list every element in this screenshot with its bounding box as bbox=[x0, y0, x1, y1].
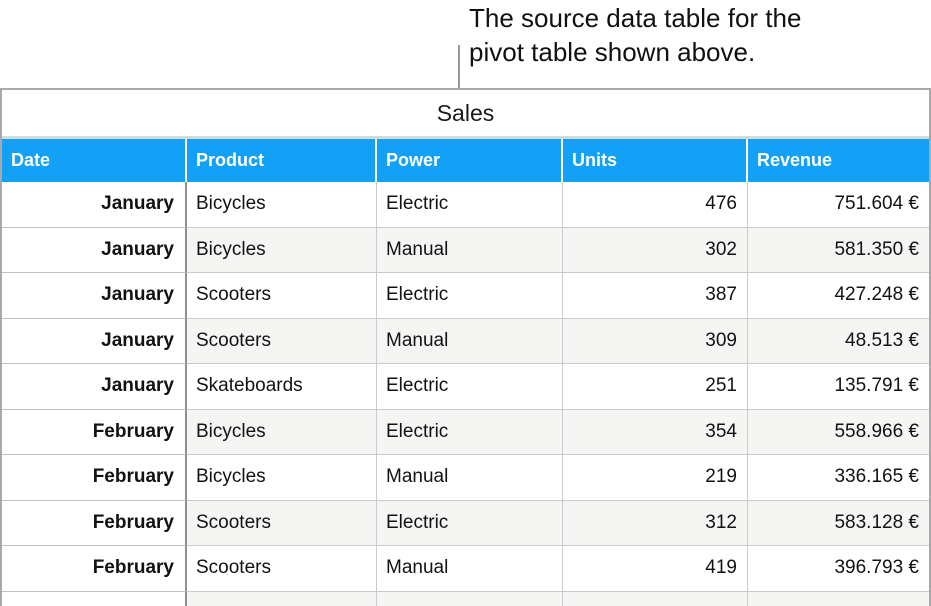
cell-date[interactable]: January bbox=[2, 273, 187, 319]
cell-units[interactable]: 387 bbox=[563, 273, 748, 319]
cell-power[interactable] bbox=[377, 591, 563, 606]
cell-date[interactable]: January bbox=[2, 364, 187, 410]
cell-units[interactable]: 309 bbox=[563, 318, 748, 364]
cell-product[interactable]: Scooters bbox=[187, 273, 377, 319]
table-row: February Scooters Electric 312 583.128 € bbox=[2, 500, 929, 546]
table-row: January Bicycles Manual 302 581.350 € bbox=[2, 227, 929, 273]
cell-revenue[interactable] bbox=[748, 591, 929, 606]
cell-power[interactable]: Manual bbox=[377, 227, 563, 273]
cell-power[interactable]: Manual bbox=[377, 318, 563, 364]
table-row: February Bicycles Electric 354 558.966 € bbox=[2, 409, 929, 455]
cell-date[interactable]: February bbox=[2, 500, 187, 546]
cell-power[interactable]: Electric bbox=[377, 364, 563, 410]
cell-units[interactable]: 302 bbox=[563, 227, 748, 273]
cell-revenue[interactable]: 336.165 € bbox=[748, 455, 929, 501]
column-header-units[interactable]: Units bbox=[563, 139, 748, 182]
cell-date[interactable]: February bbox=[2, 546, 187, 592]
cell-power[interactable]: Manual bbox=[377, 455, 563, 501]
cell-date[interactable]: January bbox=[2, 318, 187, 364]
table-title-row[interactable]: Sales bbox=[2, 90, 929, 139]
cell-revenue[interactable]: 583.128 € bbox=[748, 500, 929, 546]
cell-date[interactable]: January bbox=[2, 182, 187, 228]
cell-units[interactable]: 354 bbox=[563, 409, 748, 455]
caption-line-2: pivot table shown above. bbox=[469, 37, 756, 67]
cell-power[interactable]: Electric bbox=[377, 273, 563, 319]
cell-revenue[interactable]: 396.793 € bbox=[748, 546, 929, 592]
column-header-date[interactable]: Date bbox=[2, 139, 187, 182]
cell-revenue[interactable]: 581.350 € bbox=[748, 227, 929, 273]
cell-product[interactable]: Bicycles bbox=[187, 182, 377, 228]
cell-units[interactable]: 419 bbox=[563, 546, 748, 592]
cell-product[interactable]: Bicycles bbox=[187, 227, 377, 273]
cell-product[interactable]: Scooters bbox=[187, 318, 377, 364]
table-row: February Scooters Manual 419 396.793 € bbox=[2, 546, 929, 592]
callout-connector-line bbox=[458, 45, 460, 88]
cell-date[interactable]: January bbox=[2, 227, 187, 273]
column-header-power[interactable]: Power bbox=[377, 139, 563, 182]
cell-revenue[interactable]: 135.791 € bbox=[748, 364, 929, 410]
table-row-partial bbox=[2, 591, 929, 606]
cell-revenue[interactable]: 558.966 € bbox=[748, 409, 929, 455]
cell-product[interactable]: Skateboards bbox=[187, 364, 377, 410]
cell-revenue[interactable]: 751.604 € bbox=[748, 182, 929, 228]
table-row: January Skateboards Electric 251 135.791… bbox=[2, 364, 929, 410]
cell-revenue[interactable]: 427.248 € bbox=[748, 273, 929, 319]
cell-product[interactable]: Bicycles bbox=[187, 455, 377, 501]
table-row: January Scooters Manual 309 48.513 € bbox=[2, 318, 929, 364]
cell-date[interactable]: February bbox=[2, 455, 187, 501]
table-title: Sales bbox=[436, 99, 495, 126]
cell-units[interactable] bbox=[563, 591, 748, 606]
cell-units[interactable]: 219 bbox=[563, 455, 748, 501]
cell-power[interactable]: Electric bbox=[377, 409, 563, 455]
cell-product[interactable]: Scooters bbox=[187, 500, 377, 546]
column-header-revenue[interactable]: Revenue bbox=[757, 150, 833, 170]
cell-product[interactable]: Bicycles bbox=[187, 409, 377, 455]
table-header-row: Date Product Power Units Revenue bbox=[2, 139, 929, 182]
cell-date[interactable] bbox=[2, 591, 187, 606]
cell-date[interactable]: February bbox=[2, 409, 187, 455]
cell-product[interactable] bbox=[187, 591, 377, 606]
column-header-product[interactable]: Product bbox=[187, 139, 377, 182]
cell-product[interactable]: Scooters bbox=[187, 546, 377, 592]
caption-text: The source data table for the pivot tabl… bbox=[469, 1, 801, 69]
table-row: January Scooters Electric 387 427.248 € bbox=[2, 273, 929, 319]
source-data-table: Sales Date Product Power Units Revenue J… bbox=[0, 88, 931, 606]
cell-units[interactable]: 312 bbox=[563, 500, 748, 546]
caption-line-1: The source data table for the bbox=[469, 3, 802, 33]
cell-units[interactable]: 476 bbox=[563, 182, 748, 228]
cell-power[interactable]: Electric bbox=[377, 182, 563, 228]
table-row: February Bicycles Manual 219 336.165 € bbox=[2, 455, 929, 501]
table-row: January Bicycles Electric 476 751.604 € bbox=[2, 182, 929, 228]
cell-units[interactable]: 251 bbox=[563, 364, 748, 410]
cell-power[interactable]: Manual bbox=[377, 546, 563, 592]
cell-power[interactable]: Electric bbox=[377, 500, 563, 546]
cell-revenue[interactable]: 48.513 € bbox=[748, 318, 929, 364]
